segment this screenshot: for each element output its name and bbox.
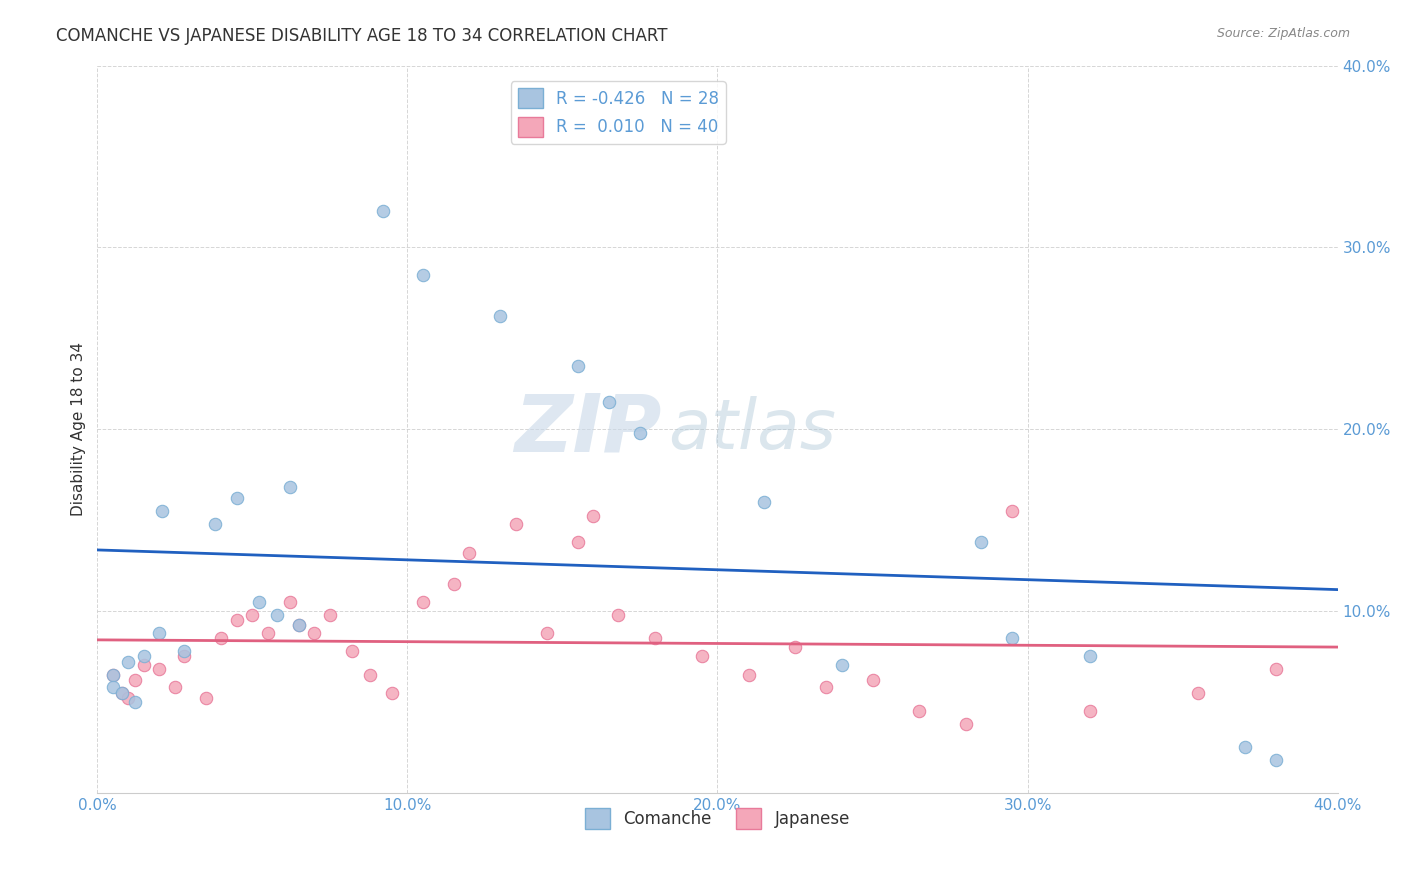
- Point: [278, 480, 301, 494]
- Point: [1233, 740, 1256, 755]
- Point: [628, 425, 651, 440]
- Point: [288, 618, 311, 632]
- Point: [1078, 704, 1101, 718]
- Point: [955, 716, 977, 731]
- Point: [443, 576, 465, 591]
- Point: [117, 691, 139, 706]
- Y-axis label: Disability Age 18 to 34: Disability Age 18 to 34: [72, 343, 86, 516]
- Point: [209, 631, 232, 645]
- Point: [148, 662, 170, 676]
- Point: [257, 625, 280, 640]
- Point: [132, 649, 155, 664]
- Point: [101, 680, 124, 694]
- Point: [124, 673, 146, 687]
- Point: [304, 625, 326, 640]
- Point: [194, 691, 217, 706]
- Point: [908, 704, 931, 718]
- Point: [1264, 753, 1286, 767]
- Point: [1001, 504, 1024, 518]
- Point: [567, 359, 589, 373]
- Text: ZIP: ZIP: [515, 390, 662, 468]
- Point: [783, 640, 806, 655]
- Point: [117, 655, 139, 669]
- Point: [412, 268, 434, 282]
- Point: [1078, 649, 1101, 664]
- Point: [582, 509, 605, 524]
- Point: [412, 595, 434, 609]
- Point: [247, 595, 270, 609]
- Point: [163, 680, 186, 694]
- Point: [173, 644, 195, 658]
- Legend: Comanche, Japanese: Comanche, Japanese: [578, 802, 856, 835]
- Point: [152, 504, 174, 518]
- Point: [381, 686, 404, 700]
- Point: [505, 516, 527, 531]
- Point: [359, 667, 381, 681]
- Point: [536, 625, 558, 640]
- Point: [814, 680, 837, 694]
- Point: [862, 673, 884, 687]
- Point: [737, 667, 759, 681]
- Point: [371, 204, 394, 219]
- Point: [111, 686, 134, 700]
- Point: [278, 595, 301, 609]
- Point: [831, 658, 853, 673]
- Text: Source: ZipAtlas.com: Source: ZipAtlas.com: [1216, 27, 1350, 40]
- Point: [752, 495, 775, 509]
- Point: [340, 644, 363, 658]
- Point: [690, 649, 713, 664]
- Text: atlas: atlas: [668, 396, 837, 463]
- Point: [644, 631, 666, 645]
- Point: [319, 607, 342, 622]
- Point: [489, 310, 512, 324]
- Point: [101, 667, 124, 681]
- Point: [148, 625, 170, 640]
- Point: [1264, 662, 1286, 676]
- Point: [101, 667, 124, 681]
- Point: [173, 649, 195, 664]
- Point: [204, 516, 226, 531]
- Point: [124, 695, 146, 709]
- Point: [242, 607, 264, 622]
- Point: [225, 613, 247, 627]
- Text: COMANCHE VS JAPANESE DISABILITY AGE 18 TO 34 CORRELATION CHART: COMANCHE VS JAPANESE DISABILITY AGE 18 T…: [56, 27, 668, 45]
- Point: [567, 534, 589, 549]
- Point: [266, 607, 288, 622]
- Point: [598, 395, 620, 409]
- Point: [111, 686, 134, 700]
- Point: [225, 491, 247, 506]
- Point: [607, 607, 630, 622]
- Point: [1001, 631, 1024, 645]
- Point: [970, 534, 993, 549]
- Point: [1187, 686, 1209, 700]
- Point: [132, 658, 155, 673]
- Point: [288, 618, 311, 632]
- Point: [458, 546, 481, 560]
